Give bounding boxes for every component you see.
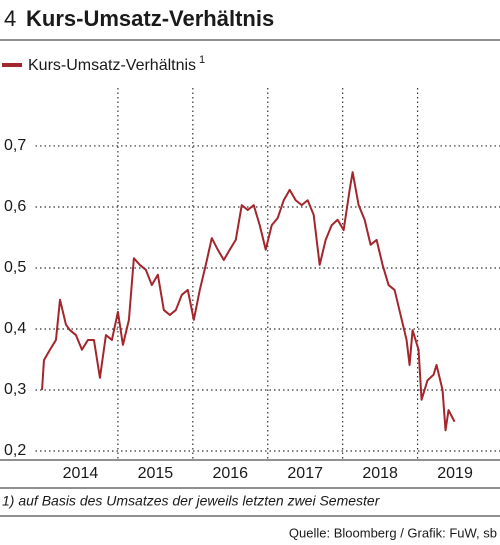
y-tick-label: 0,7 (4, 137, 26, 154)
x-tick-label: 2017 (287, 465, 323, 482)
title-number: 4 (4, 6, 16, 31)
chart-title: Kurs-Umsatz-Verhältnis (26, 6, 274, 31)
x-tick-label: 2018 (362, 465, 398, 482)
y-tick-label: 0,6 (4, 198, 26, 215)
source: Quelle: Bloomberg / Grafik: FuW, sb (289, 525, 497, 540)
x-tick-label: 2015 (138, 465, 174, 482)
footnote: 1) auf Basis des Umsatzes der jeweils le… (2, 493, 381, 509)
x-tick-label: 2014 (63, 465, 99, 482)
y-tick-label: 0,3 (4, 381, 26, 398)
y-tick-label: 0,4 (4, 320, 26, 337)
data-line (41, 171, 456, 432)
y-tick-label: 0,5 (4, 259, 26, 276)
x-tick-label: 2016 (212, 465, 248, 482)
legend-label: Kurs-Umsatz-Verhältnis (28, 57, 196, 74)
x-tick-label: 2019 (437, 465, 473, 482)
y-tick-label: 0,2 (4, 442, 26, 459)
legend-note: 1 (199, 54, 205, 66)
